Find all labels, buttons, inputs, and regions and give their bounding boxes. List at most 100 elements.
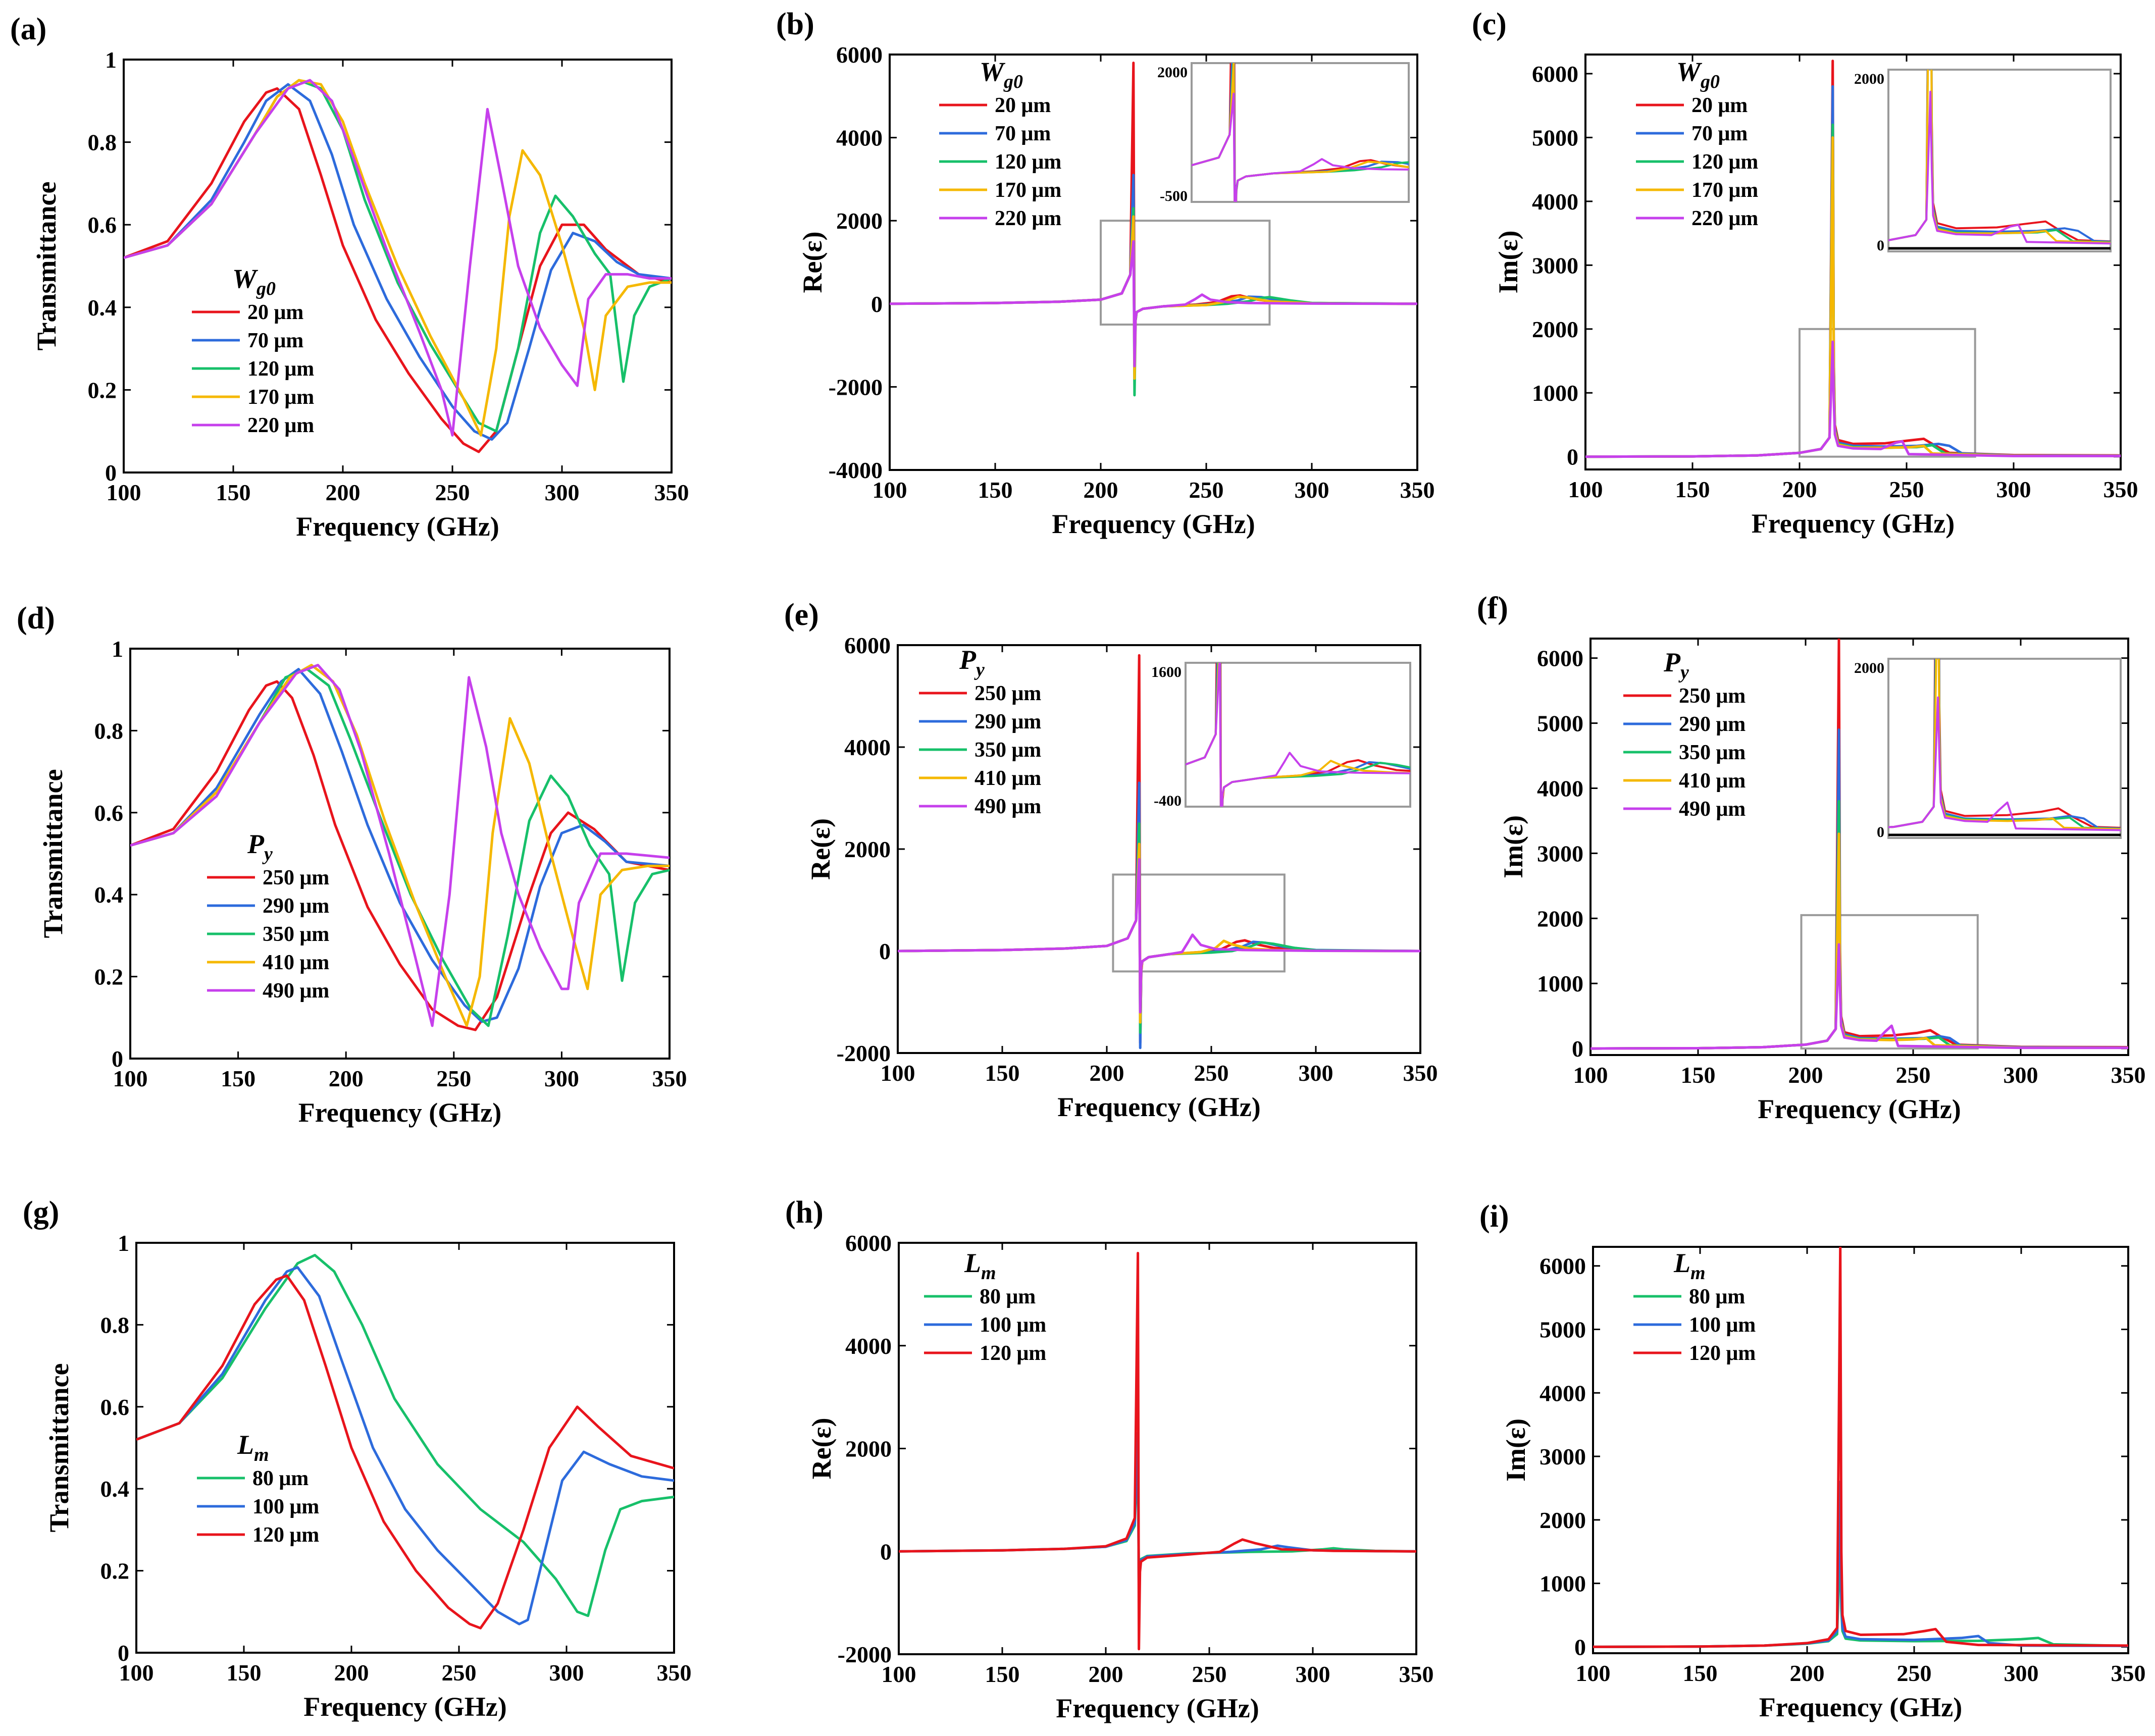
y-tick-label: 0.6: [100, 1394, 130, 1420]
legend-entry: 410 μm: [1679, 769, 1746, 793]
x-tick-label: 250: [1896, 1062, 1931, 1088]
legend-entry: 20 μm: [247, 301, 303, 324]
inset: 1600 -400: [1151, 662, 1411, 809]
panel-b: (b) 100 150 200 250 300 350 -4000 -2000 0 2000 4000…: [776, 7, 1435, 539]
legend-entry: 170 μm: [1691, 179, 1758, 202]
y-tick-label: 3000: [1532, 252, 1578, 278]
x-tick-label: 250: [1897, 1660, 1932, 1686]
axes-frame: [123, 59, 673, 474]
x-tick-label: 300: [1295, 477, 1329, 503]
y-tick-label: -4000: [829, 457, 883, 483]
x-tick-label: 350: [657, 1660, 692, 1686]
legend-entry: 290 μm: [1679, 713, 1746, 736]
x-axis-label: Frequency (GHz): [296, 511, 499, 542]
y-tick-label: -2000: [829, 374, 883, 400]
legend-entry: 120 μm: [1689, 1342, 1756, 1365]
x-tick-label: 350: [2103, 477, 2138, 502]
zoom-box: [1112, 873, 1286, 973]
x-tick-label: 150: [227, 1660, 262, 1686]
inset-y-max-label: 1600: [1151, 664, 1182, 680]
inset-frame: [1887, 69, 2112, 252]
series-group: [1585, 60, 2121, 458]
panel-c: (c) 100 150 200 250 300 350 0 1000 2000 3000 4000 50…: [1472, 7, 2138, 539]
legend-entry: 220 μm: [247, 414, 314, 437]
legend-title: Wg0: [980, 57, 1023, 92]
y-tick-label: 1: [112, 636, 123, 662]
y-axis-label: Im(ε): [1501, 1418, 1531, 1482]
x-axis-label: Frequency (GHz): [1052, 509, 1255, 539]
panel-i: (i) 100 150 200 250 300 350 0 1000 2000 3000 4000 50…: [1479, 1199, 2146, 1722]
legend-entry: 490 μm: [263, 979, 329, 1003]
legend-title-sub: g0: [256, 278, 276, 299]
x-tick-label: 300: [545, 480, 580, 505]
inset-series-group: [1186, 663, 1410, 807]
y-tick-label: 6000: [1540, 1253, 1586, 1279]
legend-entry: 220 μm: [1691, 207, 1758, 230]
y-tick-label: 5000: [1532, 125, 1578, 150]
y-tick-label: 0.4: [100, 1476, 130, 1502]
panel-e: (e) 100 150 200 250 300 350 -2000 0 2000 4000 6000 F…: [784, 598, 1438, 1122]
y-axis-label: Transmittance: [31, 182, 62, 351]
x-tick-label: 200: [1089, 1661, 1123, 1687]
legend-entry: 120 μm: [247, 357, 314, 381]
y-axis-label: Im(ε): [1493, 230, 1523, 293]
axes-frame: [135, 1242, 675, 1654]
y-tick-label: 0.8: [100, 1312, 130, 1338]
y-tick-label: 2000: [1540, 1507, 1586, 1533]
x-tick-label: 250: [436, 1066, 471, 1091]
inset-series-line: [1888, 696, 2121, 831]
x-axis-label: Frequency (GHz): [1057, 1092, 1260, 1122]
y-tick-label: 6000: [844, 633, 891, 658]
panel-h: (h) 100 150 200 250 300 350 -2000 0 2000 4000 6000 F…: [785, 1195, 1434, 1723]
y-tick-label: 4000: [1537, 775, 1583, 801]
legend-title: Lm: [237, 1430, 269, 1465]
x-tick-label: 200: [334, 1660, 369, 1686]
x-axis-label: Frequency (GHz): [1752, 508, 1955, 539]
x-tick-label: 100: [113, 1066, 148, 1091]
legend-title-sub: g0: [1700, 71, 1720, 92]
x-tick-label: 150: [1681, 1062, 1716, 1088]
inset-y-min-label: 0: [1877, 824, 1884, 840]
y-axis-label: Transmittance: [44, 1363, 74, 1533]
x-tick-label: 200: [1084, 477, 1118, 503]
legend-title-sub: y: [262, 844, 273, 865]
axes-frame: [1584, 54, 2122, 470]
x-tick-label: 350: [654, 480, 689, 505]
legend-title-main: P: [1663, 647, 1681, 677]
legend-title-sub: g0: [1003, 71, 1023, 92]
series-group: [898, 654, 1420, 1049]
x-tick-label: 300: [2004, 1660, 2039, 1686]
panel-label: (f): [1477, 591, 1508, 625]
zoom-box: [1799, 328, 1976, 458]
panel-label: (h): [785, 1195, 824, 1230]
y-tick-label: 5000: [1540, 1317, 1586, 1343]
legend-title-sub: y: [974, 659, 985, 680]
x-axis-label: Frequency (GHz): [1758, 1094, 1961, 1124]
axes-frame: [1592, 1246, 2129, 1654]
series-group: [899, 1251, 1416, 1651]
series-line: [898, 843, 1420, 1024]
legend-entry: 410 μm: [974, 767, 1041, 790]
zoom-box: [1100, 220, 1271, 326]
y-axis-label: Re(ε): [805, 818, 836, 880]
series-line: [890, 240, 1417, 367]
legend-title-main: P: [247, 829, 265, 859]
inset-series-group: [1192, 63, 1409, 202]
series-line: [136, 1274, 674, 1629]
inset-frame: [1185, 662, 1411, 808]
x-tick-label: 100: [882, 1661, 916, 1687]
x-tick-label: 150: [985, 1661, 1020, 1687]
x-tick-label: 100: [1576, 1660, 1611, 1686]
legend-title: Py: [247, 829, 273, 865]
axes-frame: [898, 1242, 1417, 1655]
y-axis-label: Transmittance: [38, 769, 68, 938]
series-line: [899, 1251, 1416, 1651]
x-tick-label: 100: [119, 1660, 154, 1686]
y-tick-label: 6000: [845, 1230, 892, 1256]
legend-title-sub: m: [254, 1444, 269, 1465]
legend-title: Py: [1663, 647, 1689, 683]
y-tick-label: 1000: [1540, 1571, 1586, 1597]
series-line: [898, 822, 1420, 1034]
series-line: [1593, 1480, 2128, 1648]
